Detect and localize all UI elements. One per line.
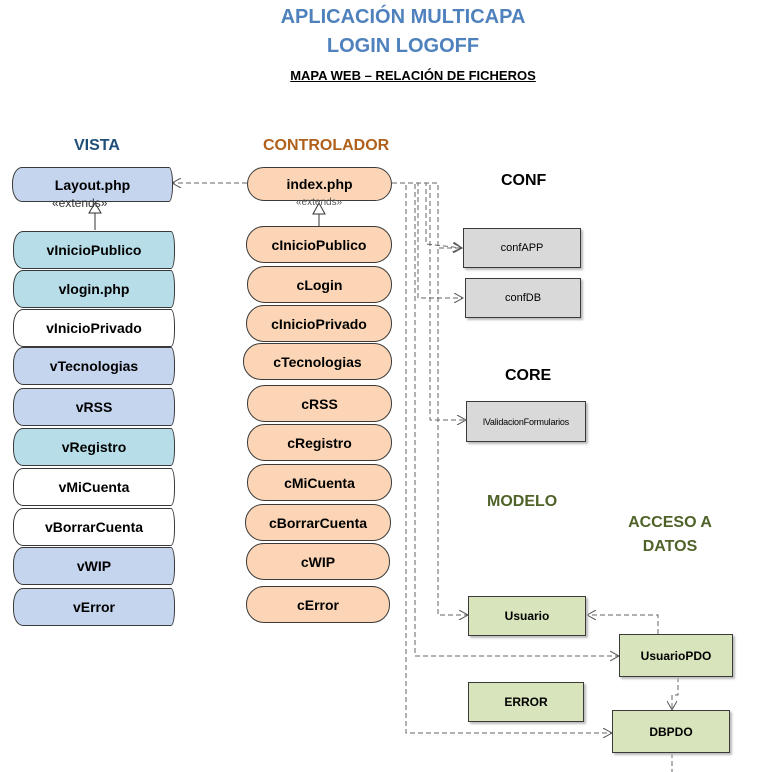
controlador-item-label: cInicioPublico bbox=[271, 236, 367, 253]
usuariopdo-label: UsuarioPDO bbox=[640, 648, 712, 663]
vista-item: vRSS bbox=[13, 388, 175, 426]
modelo-header: MODELO bbox=[487, 493, 558, 510]
controlador-item-label: cBorrarCuenta bbox=[268, 514, 368, 531]
controller-extends-label: «extends» bbox=[296, 197, 343, 208]
vista-item: vRegistro bbox=[13, 428, 175, 466]
vista-item-label: vInicioPublico bbox=[46, 242, 142, 258]
controlador-item-label: cWIP bbox=[300, 553, 336, 570]
layout-php-box: Layout.php bbox=[12, 167, 173, 202]
dbpdo-box: DBPDO bbox=[612, 710, 730, 753]
vista-item-label: vTecnologias bbox=[49, 358, 139, 374]
dbpdo-label: DBPDO bbox=[649, 724, 693, 739]
usuario-box: Usuario bbox=[468, 596, 586, 636]
core-header: CORE bbox=[505, 367, 552, 384]
acceso-header-line-1: ACCESO A bbox=[628, 514, 712, 531]
vista-item: vTecnologias bbox=[13, 347, 175, 385]
confdb-label: confDB bbox=[504, 292, 542, 304]
controlador-item-label: cTecnologias bbox=[273, 353, 362, 370]
extends-label: «extends» bbox=[52, 196, 108, 210]
vista-item: vInicioPrivado bbox=[13, 309, 175, 347]
confdb-box: confDB bbox=[465, 278, 581, 318]
controlador-item: cWIP bbox=[246, 543, 390, 580]
conf-header: CONF bbox=[501, 172, 547, 189]
confapp-box: confAPP bbox=[463, 228, 581, 268]
error-box: ERROR bbox=[468, 682, 584, 722]
index-php-box: index.php bbox=[247, 167, 392, 201]
vista-item-label: vBorrarCuenta bbox=[44, 519, 144, 535]
controlador-item-label: cError bbox=[296, 596, 340, 613]
vista-item-label: vRegistro bbox=[61, 439, 127, 455]
title-line-1: APLICACIÓN MULTICAPA bbox=[280, 6, 526, 28]
controlador-item: cBorrarCuenta bbox=[245, 504, 391, 541]
vista-item-label: vlogin.php bbox=[58, 281, 130, 297]
vista-header: VISTA bbox=[74, 137, 120, 154]
layout-php-label: Layout.php bbox=[54, 176, 131, 193]
controlador-item-label: cRSS bbox=[301, 395, 338, 412]
usuario-label: Usuario bbox=[504, 609, 550, 623]
error-label: ERROR bbox=[504, 695, 548, 709]
controlador-item-label: cLogin bbox=[296, 276, 343, 293]
controlador-item: cMiCuenta bbox=[247, 464, 392, 501]
controlador-item: cTecnologias bbox=[243, 343, 392, 380]
lvalidacion-box: lValidacionFormularios bbox=[466, 401, 586, 442]
vista-item: vlogin.php bbox=[13, 270, 175, 308]
lvalidacion-label: lValidacionFormularios bbox=[483, 416, 569, 427]
usuariopdo-box: UsuarioPDO bbox=[619, 634, 733, 677]
vista-item-label: vWIP bbox=[76, 558, 112, 574]
controlador-header: CONTROLADOR bbox=[263, 137, 390, 154]
controlador-item-label: cMiCuenta bbox=[284, 474, 355, 491]
acceso-header-line-2: DATOS bbox=[642, 538, 698, 555]
vista-item: vBorrarCuenta bbox=[13, 508, 175, 546]
title-line-2: LOGIN LOGOFF bbox=[326, 35, 480, 57]
controlador-item: cError bbox=[246, 586, 390, 623]
vista-item: vMiCuenta bbox=[13, 468, 175, 506]
controlador-item: cRSS bbox=[247, 385, 392, 422]
controlador-item-label: cRegistro bbox=[287, 434, 352, 451]
vista-item: vWIP bbox=[13, 547, 175, 585]
vista-item: vError bbox=[13, 588, 175, 626]
controlador-item: cInicioPublico bbox=[246, 226, 392, 263]
controlador-item-label: cInicioPrivado bbox=[271, 315, 367, 332]
vista-item-label: vRSS bbox=[75, 399, 113, 415]
controlador-item: cRegistro bbox=[247, 424, 392, 461]
vista-item-label: vInicioPrivado bbox=[46, 320, 142, 336]
confapp-label: confAPP bbox=[500, 242, 544, 254]
controlador-item: cLogin bbox=[247, 266, 392, 303]
vista-item-label: vMiCuenta bbox=[58, 479, 130, 495]
vista-item-label: vError bbox=[72, 599, 116, 615]
subtitle: MAPA WEB – RELACIÓN DE FICHEROS bbox=[290, 68, 536, 83]
vista-item: vInicioPublico bbox=[13, 231, 175, 269]
controlador-item: cInicioPrivado bbox=[246, 305, 392, 342]
index-php-label: index.php bbox=[286, 176, 353, 192]
